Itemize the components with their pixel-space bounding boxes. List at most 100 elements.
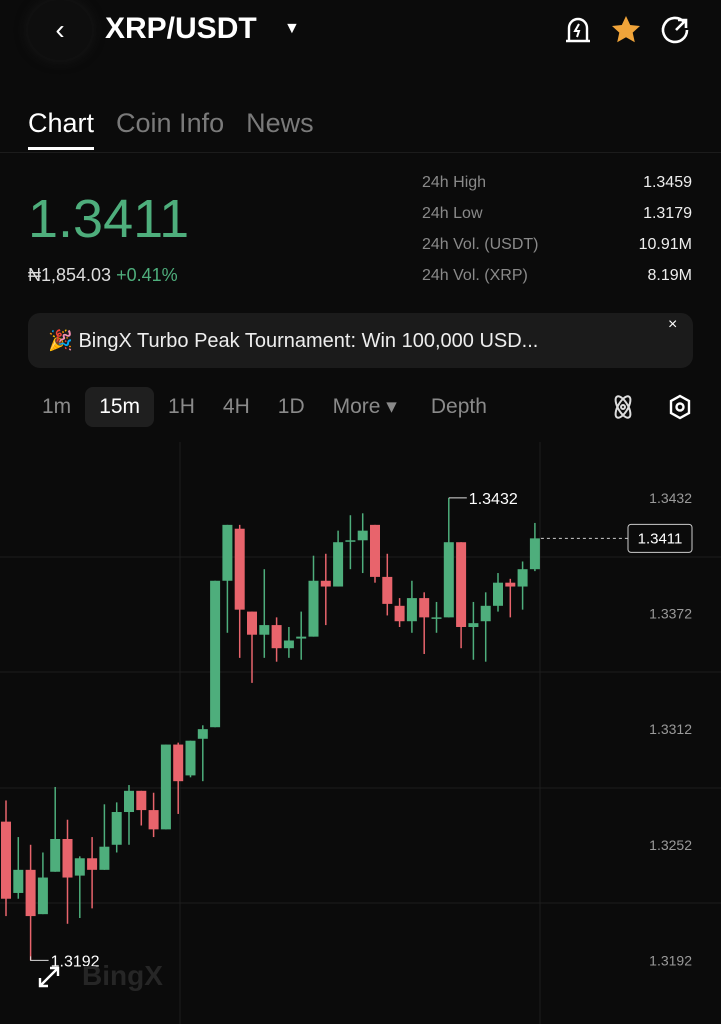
candle-body — [406, 598, 417, 622]
candle-body — [13, 869, 24, 893]
candle-body — [136, 790, 147, 811]
candle-body — [25, 869, 36, 917]
candle-body — [333, 542, 344, 587]
candle-body — [111, 812, 122, 845]
min-marker — [30, 956, 49, 961]
interval-1m[interactable]: 1m — [42, 394, 72, 418]
stat-value: 1.3459 — [643, 174, 692, 191]
chevron-left-icon: ‹ — [55, 14, 65, 45]
y-tick-label: 1.3432 — [649, 490, 692, 506]
chart-svg[interactable]: 1.3432 1.3372 1.3312 1.3252 1.3192 1.3432 1.31… — [0, 442, 721, 1024]
settings-icon[interactable] — [666, 393, 694, 421]
interval-bar: 1m 15m 1H 4H 1D More ▾ Depth — [28, 386, 501, 427]
candle-body — [160, 744, 171, 830]
candle-body — [247, 611, 257, 635]
candle-body — [505, 582, 516, 587]
candle-body — [62, 838, 73, 878]
stat-label: 24h Vol. (USDT) — [422, 236, 539, 253]
candle-body — [99, 846, 110, 870]
candle-body — [345, 540, 356, 542]
stat-label: 24h High — [422, 174, 487, 191]
candle-body — [148, 810, 159, 830]
stat-row: 24h Vol. (XRP) 8.19M — [422, 267, 692, 298]
candle-body — [259, 625, 270, 635]
stats-panel: 24h High 1.3459 24h Low 1.3179 24h Vol. (U… — [422, 174, 692, 298]
candle-body — [210, 580, 221, 728]
stat-value: 8.19M — [647, 267, 692, 284]
price-sub: ₦1,854.03 +0.41% — [28, 265, 178, 286]
promo-banner[interactable]: 🎉 BingX Turbo Peak Tournament: Win 100,0… — [28, 313, 693, 368]
stat-row: 24h Vol. (USDT) 10.91M — [422, 236, 692, 267]
candle-body — [1, 821, 11, 899]
interval-1h[interactable]: 1H — [168, 394, 195, 418]
indicator-icon[interactable] — [608, 392, 638, 422]
candle-body — [74, 858, 85, 876]
candle-body — [197, 729, 208, 739]
candle-body — [87, 858, 98, 870]
caret-down-icon[interactable]: ▼ — [284, 20, 300, 37]
candle-body — [296, 636, 307, 639]
pair-title[interactable]: XRP/USDT — [105, 12, 257, 45]
candle-body — [234, 528, 245, 610]
share-icon[interactable] — [660, 14, 692, 46]
depth-tab[interactable]: Depth — [430, 394, 487, 418]
current-price-box — [627, 523, 693, 553]
candle-body — [419, 598, 430, 618]
candle-body — [382, 576, 393, 604]
candle-body — [320, 580, 331, 587]
y-tick-label: 1.3372 — [649, 606, 692, 622]
tab-news[interactable]: News — [246, 108, 314, 138]
stat-row: 24h Low 1.3179 — [422, 205, 692, 236]
candle-body — [493, 582, 503, 606]
interval-4h[interactable]: 4H — [222, 394, 250, 418]
interval-1d[interactable]: 1D — [277, 394, 305, 418]
stat-row: 24h High 1.3459 — [422, 174, 692, 205]
stat-value: 1.3179 — [643, 205, 692, 222]
candle-body — [222, 524, 233, 581]
tab-chart[interactable]: Chart — [28, 108, 95, 150]
min-label: 1.3192 — [51, 953, 100, 970]
candle-body — [185, 740, 196, 776]
candle-body — [308, 580, 319, 637]
candle-body — [283, 640, 294, 649]
stat-value: 10.91M — [638, 236, 692, 253]
candle-body — [517, 569, 528, 587]
close-icon[interactable]: × — [668, 316, 678, 333]
more-dropdown[interactable]: More ▾ — [332, 395, 397, 418]
candle-body — [443, 542, 454, 618]
fiat-price: ₦1,854.03 — [28, 265, 112, 285]
y-tick-label: 1.3192 — [649, 952, 692, 968]
candle-body — [124, 790, 134, 813]
candle-body — [431, 617, 442, 619]
candle-body — [394, 605, 405, 622]
candle-body — [173, 744, 184, 782]
price-change: +0.41% — [116, 265, 178, 285]
back-button[interactable]: ‹ — [28, 0, 92, 60]
star-icon[interactable] — [610, 14, 642, 46]
candlestick-chart[interactable]: 1.3432 1.3372 1.3312 1.3252 1.3192 1.3432 1.31… — [0, 442, 721, 1024]
candle-body — [37, 877, 48, 915]
alert-bell-icon[interactable] — [562, 14, 594, 46]
candle-body — [468, 623, 479, 628]
candle-body — [456, 542, 467, 628]
tab-coin-info[interactable]: Coin Info — [116, 108, 225, 138]
candle-body — [271, 625, 282, 649]
divider — [0, 152, 721, 153]
banner-text[interactable]: 🎉 BingX Turbo Peak Tournament: Win 100,0… — [48, 330, 539, 352]
interval-15m[interactable]: 15m — [85, 386, 155, 427]
candle-body — [370, 524, 380, 577]
candle-body — [529, 538, 540, 570]
candle-body — [480, 605, 491, 622]
y-tick-label: 1.3252 — [649, 837, 692, 853]
y-tick-label: 1.3312 — [649, 721, 692, 737]
current-price-label: 1.3411 — [638, 530, 683, 547]
fullscreen-icon[interactable] — [36, 964, 62, 990]
stat-label: 24h Vol. (XRP) — [422, 267, 528, 284]
candle-body — [50, 838, 61, 872]
max-label: 1.3432 — [469, 491, 518, 508]
candle-body — [357, 530, 368, 541]
watermark-logo: BingX — [82, 960, 163, 991]
tab-bar: Chart Coin Info News — [28, 108, 314, 150]
last-price: 1.3411 — [28, 189, 190, 249]
stat-label: 24h Low — [422, 205, 483, 222]
